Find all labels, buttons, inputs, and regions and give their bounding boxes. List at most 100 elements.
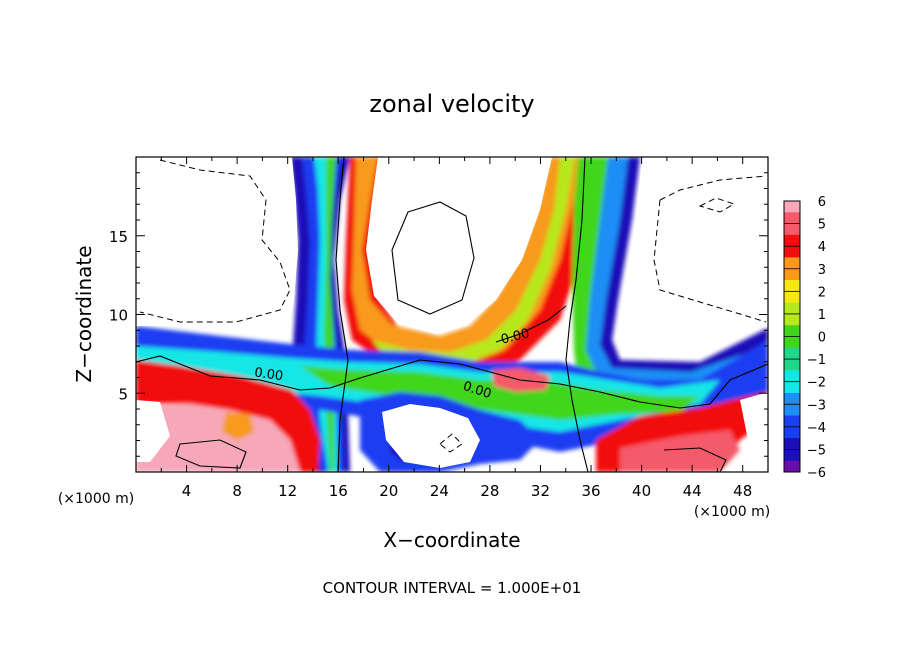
x-tick-label: 4 — [182, 482, 192, 500]
colorbar-tick-label: 0 — [818, 331, 826, 346]
chart-title: zonal velocity — [369, 90, 534, 118]
white-upper-right — [626, 157, 768, 334]
x-tick-label: 20 — [379, 482, 398, 500]
colorbar-band — [784, 456, 800, 462]
colorbar-band — [784, 453, 800, 458]
contour-zero-right-jet — [565, 157, 589, 472]
contour-label: 0.00 — [253, 365, 284, 384]
contour-lower-left — [175, 439, 247, 469]
colorbar-band — [784, 276, 800, 281]
contour-interval-note: CONTOUR INTERVAL = 1.000E+01 — [323, 579, 582, 597]
y-unit-label: (×1000 m) — [694, 504, 770, 520]
colorbar-band — [784, 325, 800, 330]
colorbar-band — [784, 268, 800, 274]
colorbar-band — [784, 370, 800, 375]
colorbar-band — [784, 389, 800, 394]
colorbar-band — [784, 313, 800, 319]
y-axis-title: Z−coordinate — [72, 245, 96, 382]
contour-label: 0.00 — [499, 326, 531, 348]
contour-neg-upper-right — [659, 175, 767, 201]
colorbar-band — [784, 392, 800, 398]
colorbar-band — [784, 381, 800, 386]
colorbar-tick-label: 1 — [818, 308, 826, 323]
x-tick-label: 36 — [581, 482, 600, 500]
colorbar-band — [784, 201, 800, 206]
x-tick-label: 40 — [632, 482, 651, 500]
colorbar-tick-label: 4 — [818, 240, 826, 255]
white-lower-center — [382, 404, 480, 468]
field-left-orange-spot — [222, 412, 254, 440]
colorbar-band — [784, 238, 800, 243]
contour-zero-branch — [495, 305, 567, 343]
colorbar-band — [784, 234, 800, 240]
colorbar-band — [784, 264, 800, 270]
x-tick-label: 12 — [278, 482, 297, 500]
colorbar-band — [784, 449, 800, 454]
colorbar-band — [784, 283, 800, 289]
colorbar-band — [784, 468, 800, 473]
x-tick-label: 28 — [480, 482, 499, 500]
colorbar-band — [784, 253, 800, 258]
colorbar-tick-label: −4 — [807, 421, 826, 436]
colorbar-band — [784, 306, 800, 311]
colorbar-band — [784, 257, 800, 262]
colorbar-band — [784, 411, 800, 417]
colorbar-band — [784, 377, 800, 383]
contour-lower-right — [663, 447, 727, 472]
contour-zero-left-jet — [335, 157, 349, 472]
y-tick-label: 10 — [109, 307, 128, 325]
colorbar-band — [784, 287, 800, 292]
x-axis-title: X−coordinate — [383, 528, 520, 552]
y-tick-label: 15 — [109, 228, 128, 246]
colorbar-band — [784, 219, 800, 225]
colorbar-band — [784, 280, 800, 285]
field-red-ribbon — [344, 157, 600, 378]
field-lower-layer-green — [300, 366, 700, 420]
colorbar-band — [784, 223, 800, 228]
colorbar-band — [784, 347, 800, 353]
colorbar-band — [784, 249, 800, 255]
field-right-jet-mid — [582, 157, 768, 430]
colorbar-tick-label: −2 — [807, 376, 826, 391]
colorbar-band — [784, 231, 800, 236]
x-tick-label: 24 — [430, 482, 449, 500]
x-tick-label: 44 — [683, 482, 702, 500]
colorbar-band — [784, 374, 800, 379]
colorbar-band — [784, 261, 800, 266]
colorbar-band — [784, 441, 800, 447]
x-tick-label: 48 — [733, 482, 752, 500]
colorbar-band — [784, 212, 800, 217]
field-left-warm — [136, 360, 320, 472]
colorbar-band — [784, 336, 800, 341]
colorbar-band — [784, 366, 800, 371]
colorbar-band — [784, 298, 800, 304]
white-lower-right-corner — [740, 392, 768, 446]
contour-lines-negative — [139, 159, 767, 453]
colorbar-band — [784, 438, 800, 443]
colorbar-band — [784, 246, 800, 251]
colorbar-band — [784, 400, 800, 405]
field-left-warm-pink — [136, 404, 300, 472]
colorbar-band — [784, 359, 800, 364]
colorbar-band — [784, 426, 800, 432]
colorbar-band — [784, 227, 800, 232]
contour-zero-lower-layer — [136, 355, 768, 409]
field-right-warm-pink — [620, 430, 740, 472]
x-unit-label: (×1000 m) — [58, 491, 134, 507]
contour-positive-center — [391, 201, 475, 315]
x-axis-ticks: 4 8 12 16 20 24 28 32 36 40 44 48 — [160, 157, 752, 500]
y-axis-ticks: 5 10 15 — [109, 172, 768, 457]
colorbar: 6 5 4 3 2 1 0 −1 −2 −3 −4 −5 −6 — [783, 195, 826, 481]
white-upper-left — [136, 157, 298, 326]
colorbar-band — [784, 310, 800, 315]
x-tick-label: 16 — [329, 482, 348, 500]
colorbar-band — [784, 415, 800, 420]
colorbar-band — [784, 208, 800, 213]
colorbar-band — [784, 328, 800, 334]
colorbar-band — [784, 419, 800, 424]
colorbar-tick-label: 3 — [818, 263, 826, 278]
x-tick-label: 8 — [232, 482, 242, 500]
contour-neg-right-side — [653, 199, 767, 323]
velocity-field — [136, 157, 768, 472]
colorbar-band — [784, 362, 800, 368]
